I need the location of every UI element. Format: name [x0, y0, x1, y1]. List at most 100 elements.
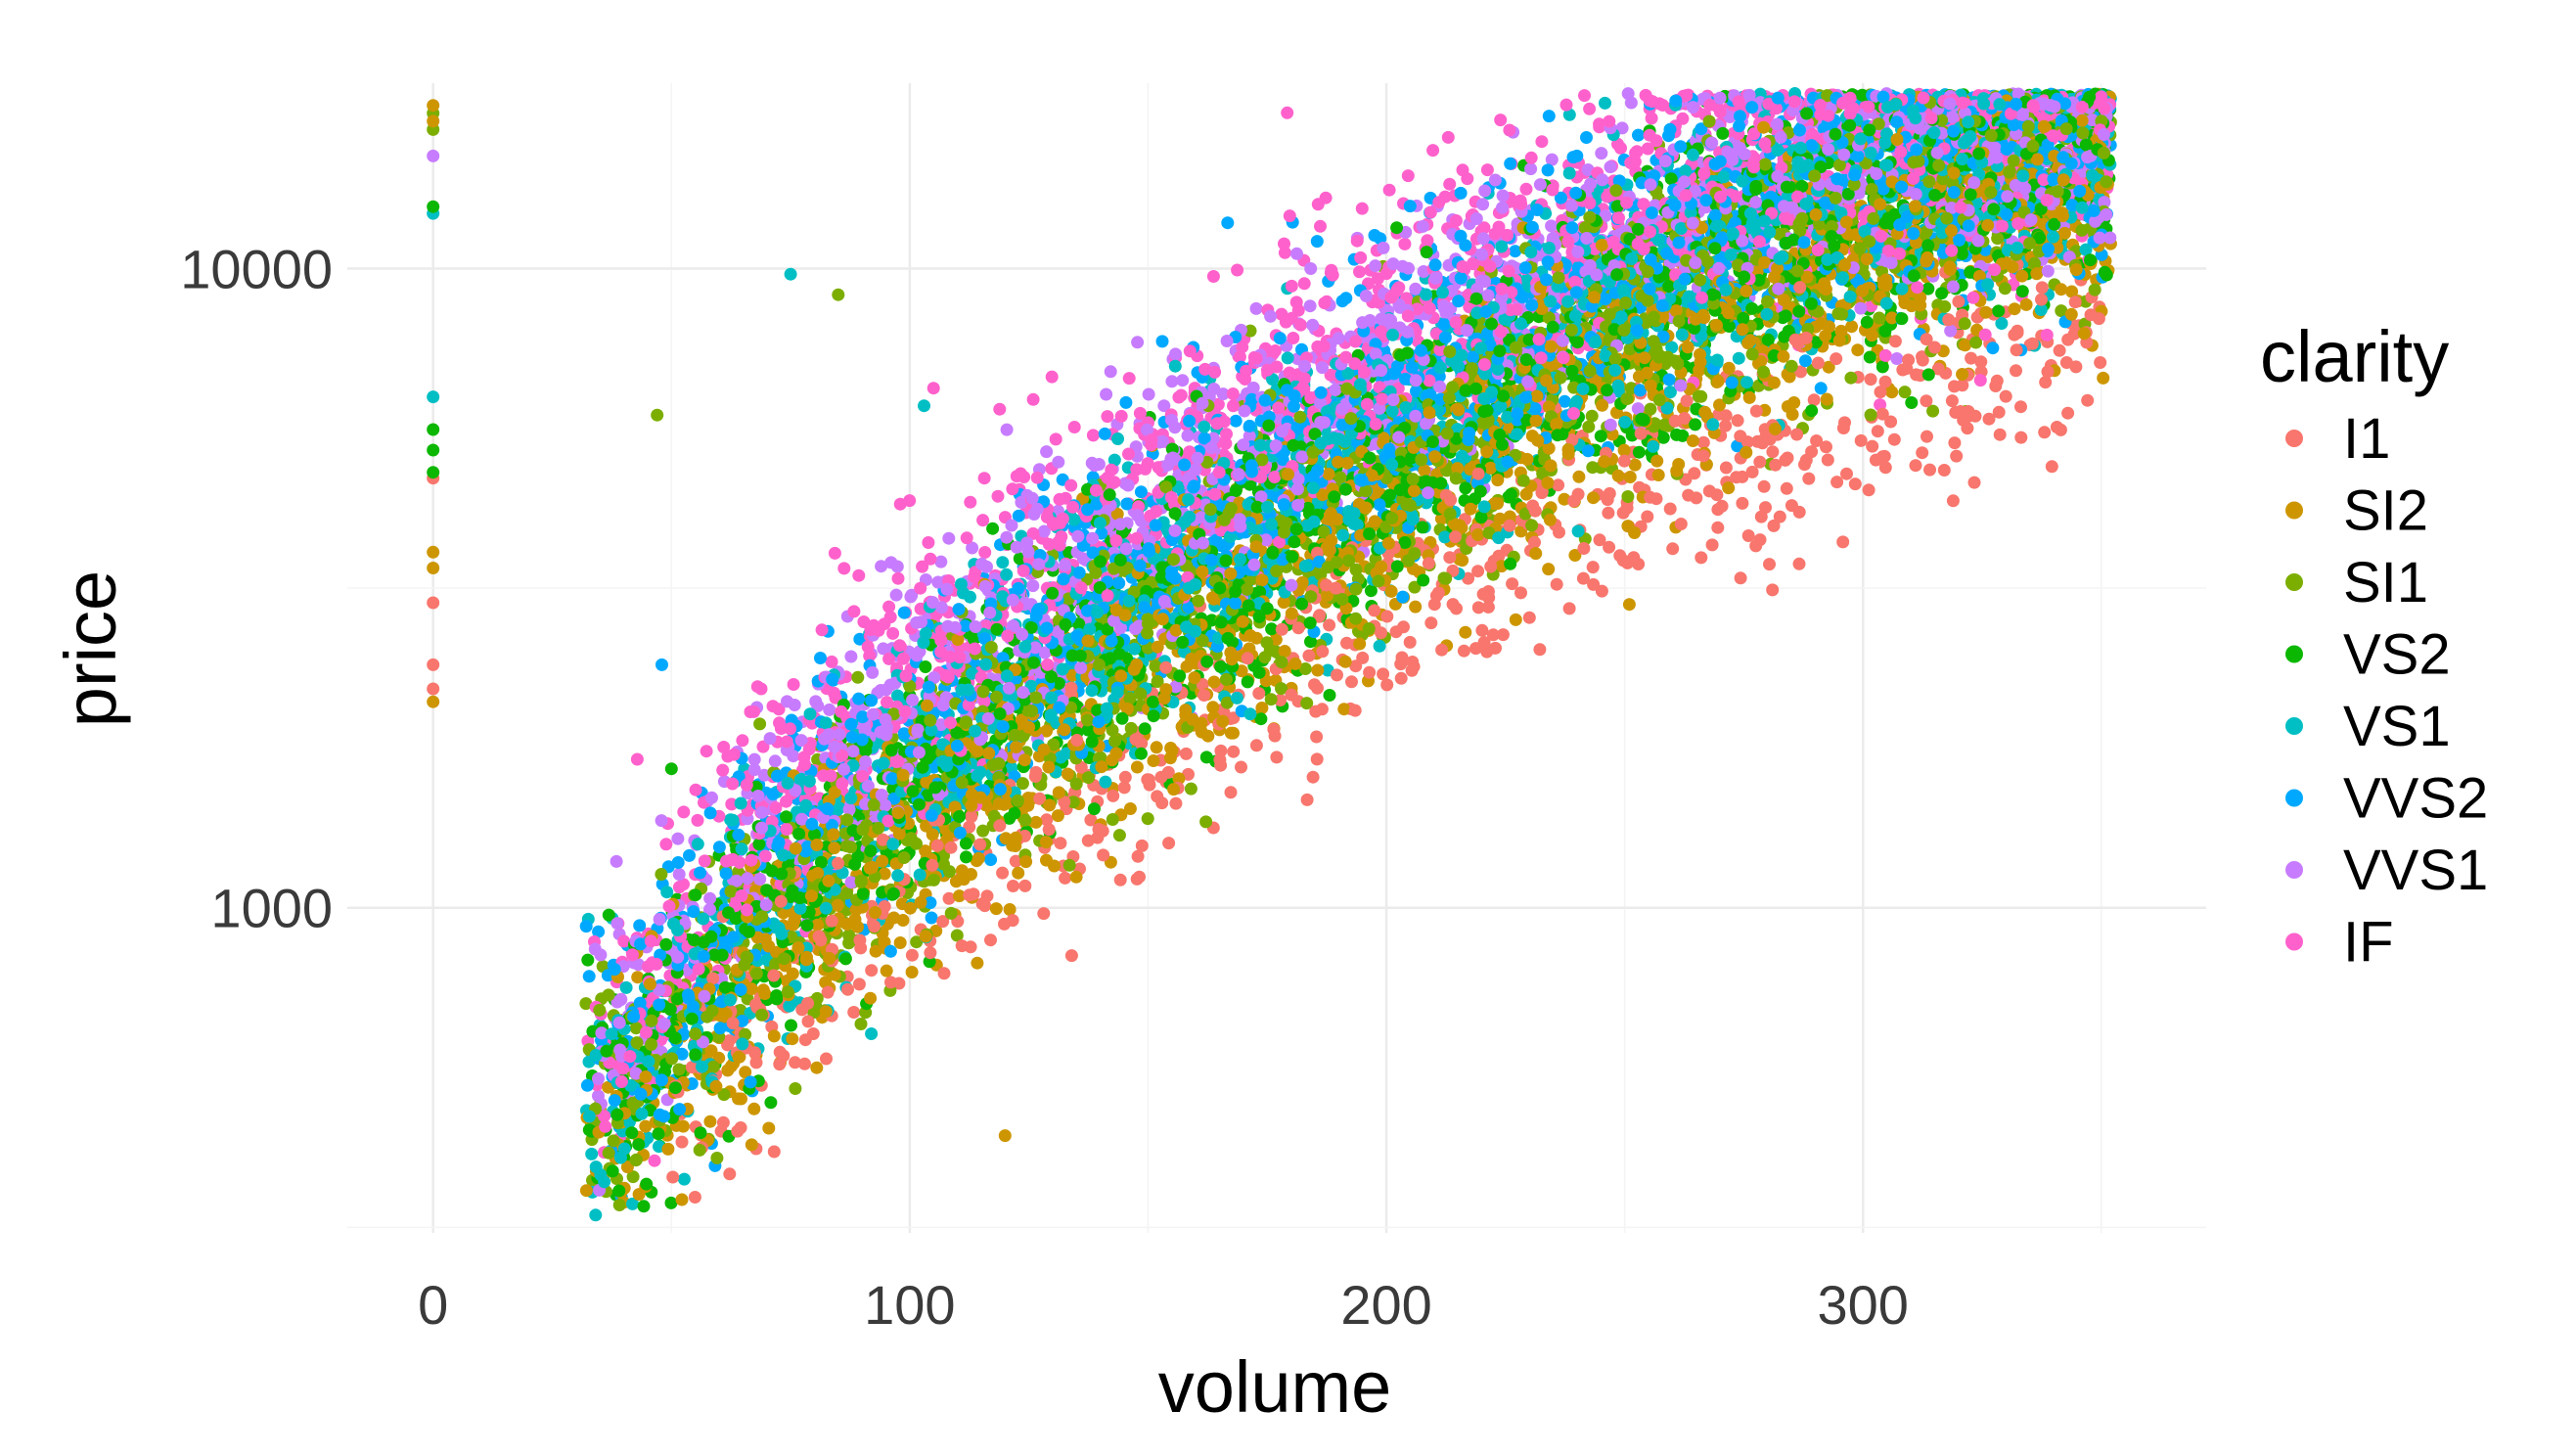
data-point-i1 [1471, 565, 1485, 578]
data-point-vvs1 [875, 560, 888, 573]
data-point-i1 [1059, 871, 1072, 885]
data-point-i1 [722, 1034, 736, 1048]
data-point-if [1354, 250, 1368, 264]
data-point-si1 [910, 935, 924, 949]
data-point-vvs1 [1416, 219, 1429, 233]
data-point-vs1 [1562, 108, 1576, 121]
data-point-if [780, 823, 793, 836]
data-point-i1 [2014, 400, 2027, 414]
data-point-i1 [1741, 529, 1755, 542]
data-point-if [991, 489, 1005, 503]
data-point-i1 [1249, 739, 1263, 752]
data-point-i1 [688, 1191, 701, 1204]
data-point-i1 [1107, 789, 1120, 802]
data-point-i1 [1593, 533, 1606, 547]
data-point-if [1355, 202, 1369, 215]
data-point-vvs2 [1662, 373, 1676, 386]
data-point-si1 [1243, 324, 1257, 338]
data-point-vvs1 [1157, 399, 1171, 413]
data-point-if [922, 536, 935, 549]
data-point-si2 [745, 1138, 758, 1152]
data-point-i1 [1712, 407, 1726, 421]
data-point-vs2 [1921, 282, 1935, 296]
data-point-si2 [2065, 285, 2079, 298]
data-point-vs1 [677, 1172, 691, 1186]
data-point-if [1494, 114, 1508, 127]
data-point-i1 [1007, 880, 1019, 892]
data-point-vvs2 [1229, 414, 1243, 428]
data-point-vvs2 [655, 658, 668, 671]
data-point-i1 [1807, 393, 1821, 407]
data-point-i1 [1840, 467, 1853, 480]
data-point-vs1 [1665, 341, 1679, 354]
data-point-i1 [1603, 486, 1616, 500]
data-point-i1 [1179, 747, 1193, 760]
data-point-i1 [1363, 665, 1377, 679]
data-point-vvs1 [1524, 162, 1538, 176]
data-point-i1 [1169, 796, 1183, 810]
data-point-i1 [1802, 472, 1816, 485]
data-point-vvs1 [1249, 301, 1263, 315]
data-point-si1 [2055, 304, 2068, 318]
data-point-si2 [427, 99, 440, 113]
data-point-si2 [1003, 903, 1017, 916]
data-point-i1 [1224, 786, 1238, 799]
data-point-si2 [1493, 512, 1507, 525]
data-point-if [1133, 406, 1147, 420]
data-point-i1 [1920, 394, 1933, 408]
data-point-vvs1 [1104, 365, 1117, 379]
data-point-vs1 [865, 1027, 879, 1040]
data-point-i1 [1113, 873, 1127, 887]
data-point-vvs1 [1100, 387, 1113, 401]
data-point-if [881, 696, 893, 709]
data-point-i1 [1754, 510, 1768, 523]
data-point-si2 [1713, 398, 1726, 412]
data-point-vvs2 [1798, 354, 1812, 368]
data-point-vs2 [1265, 622, 1279, 636]
data-point-si1 [1408, 580, 1422, 594]
data-point-if [993, 402, 1007, 416]
data-point-if [1101, 410, 1114, 424]
data-point-if [1559, 98, 1573, 112]
data-point-i1 [1948, 436, 1962, 450]
data-point-vs1 [1519, 273, 1533, 287]
data-point-vvs1 [1131, 336, 1145, 349]
data-points [427, 87, 2117, 1222]
data-point-si2 [1822, 360, 1835, 374]
data-point-si1 [626, 1170, 640, 1184]
data-point-si2 [2097, 371, 2110, 385]
data-point-i1 [1993, 428, 2007, 441]
data-point-si2 [1622, 598, 1636, 612]
data-point-vs2 [427, 200, 440, 213]
data-point-i1 [1666, 542, 1680, 556]
data-point-vvs2 [1509, 245, 1522, 258]
data-point-vvs2 [1310, 235, 1324, 249]
data-point-vvs2 [1558, 394, 1571, 408]
data-point-vs2 [1876, 360, 1889, 374]
data-point-i1 [1794, 365, 1808, 379]
data-point-if [1441, 130, 1455, 144]
data-point-if [1236, 341, 1249, 354]
data-point-vvs2 [925, 911, 938, 925]
data-point-vvs1 [1000, 423, 1014, 436]
data-point-if [1064, 478, 1078, 492]
data-point-if [717, 741, 731, 753]
data-point-si2 [721, 1064, 735, 1077]
data-point-i1 [1830, 476, 1844, 489]
data-point-vs1 [783, 999, 796, 1013]
data-point-i1 [1117, 781, 1131, 795]
data-point-vs2 [581, 953, 595, 967]
data-point-vs2 [664, 1196, 678, 1209]
data-point-i1 [1009, 854, 1022, 868]
data-point-if [977, 472, 991, 485]
data-point-i1 [1227, 745, 1241, 758]
data-point-i1 [1641, 510, 1654, 523]
data-point-i1 [1576, 571, 1590, 585]
data-point-si2 [989, 902, 1003, 916]
data-point-vs2 [1905, 396, 1919, 409]
data-point-vvs2 [1731, 439, 1744, 453]
data-point-if [736, 734, 749, 748]
data-point-i1 [1767, 519, 1781, 532]
data-point-i1 [1910, 368, 1923, 382]
data-point-i1 [1731, 414, 1744, 428]
